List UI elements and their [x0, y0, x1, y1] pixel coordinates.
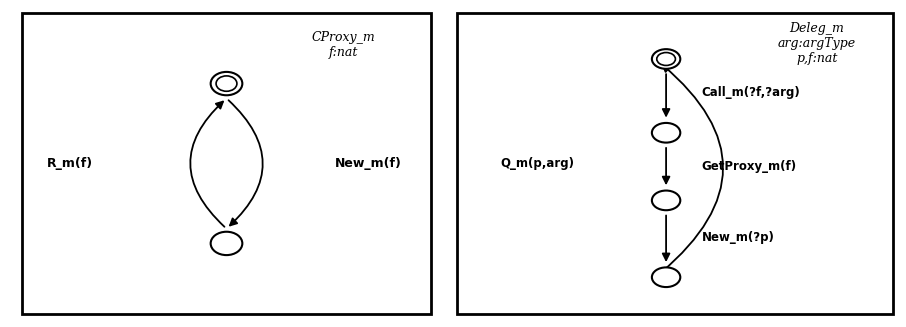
Circle shape — [211, 72, 242, 95]
Text: CProxy_m
f:nat: CProxy_m f:nat — [312, 31, 375, 59]
Circle shape — [652, 267, 680, 287]
Circle shape — [652, 191, 680, 210]
Text: Call_m(?f,?arg): Call_m(?f,?arg) — [701, 86, 800, 99]
FancyBboxPatch shape — [458, 13, 892, 314]
Text: Deleg_m
arg:argType
p,f:nat: Deleg_m arg:argType p,f:nat — [778, 22, 856, 65]
Circle shape — [657, 53, 675, 65]
Circle shape — [217, 76, 237, 91]
Circle shape — [211, 232, 242, 255]
Text: GetProxy_m(f): GetProxy_m(f) — [701, 160, 796, 173]
Text: New_m(?p): New_m(?p) — [701, 231, 775, 244]
Circle shape — [652, 123, 680, 143]
FancyBboxPatch shape — [23, 13, 430, 314]
Text: Q_m(p,arg): Q_m(p,arg) — [500, 157, 574, 170]
Circle shape — [652, 49, 680, 69]
Text: New_m(f): New_m(f) — [335, 157, 401, 170]
Text: R_m(f): R_m(f) — [47, 157, 93, 170]
